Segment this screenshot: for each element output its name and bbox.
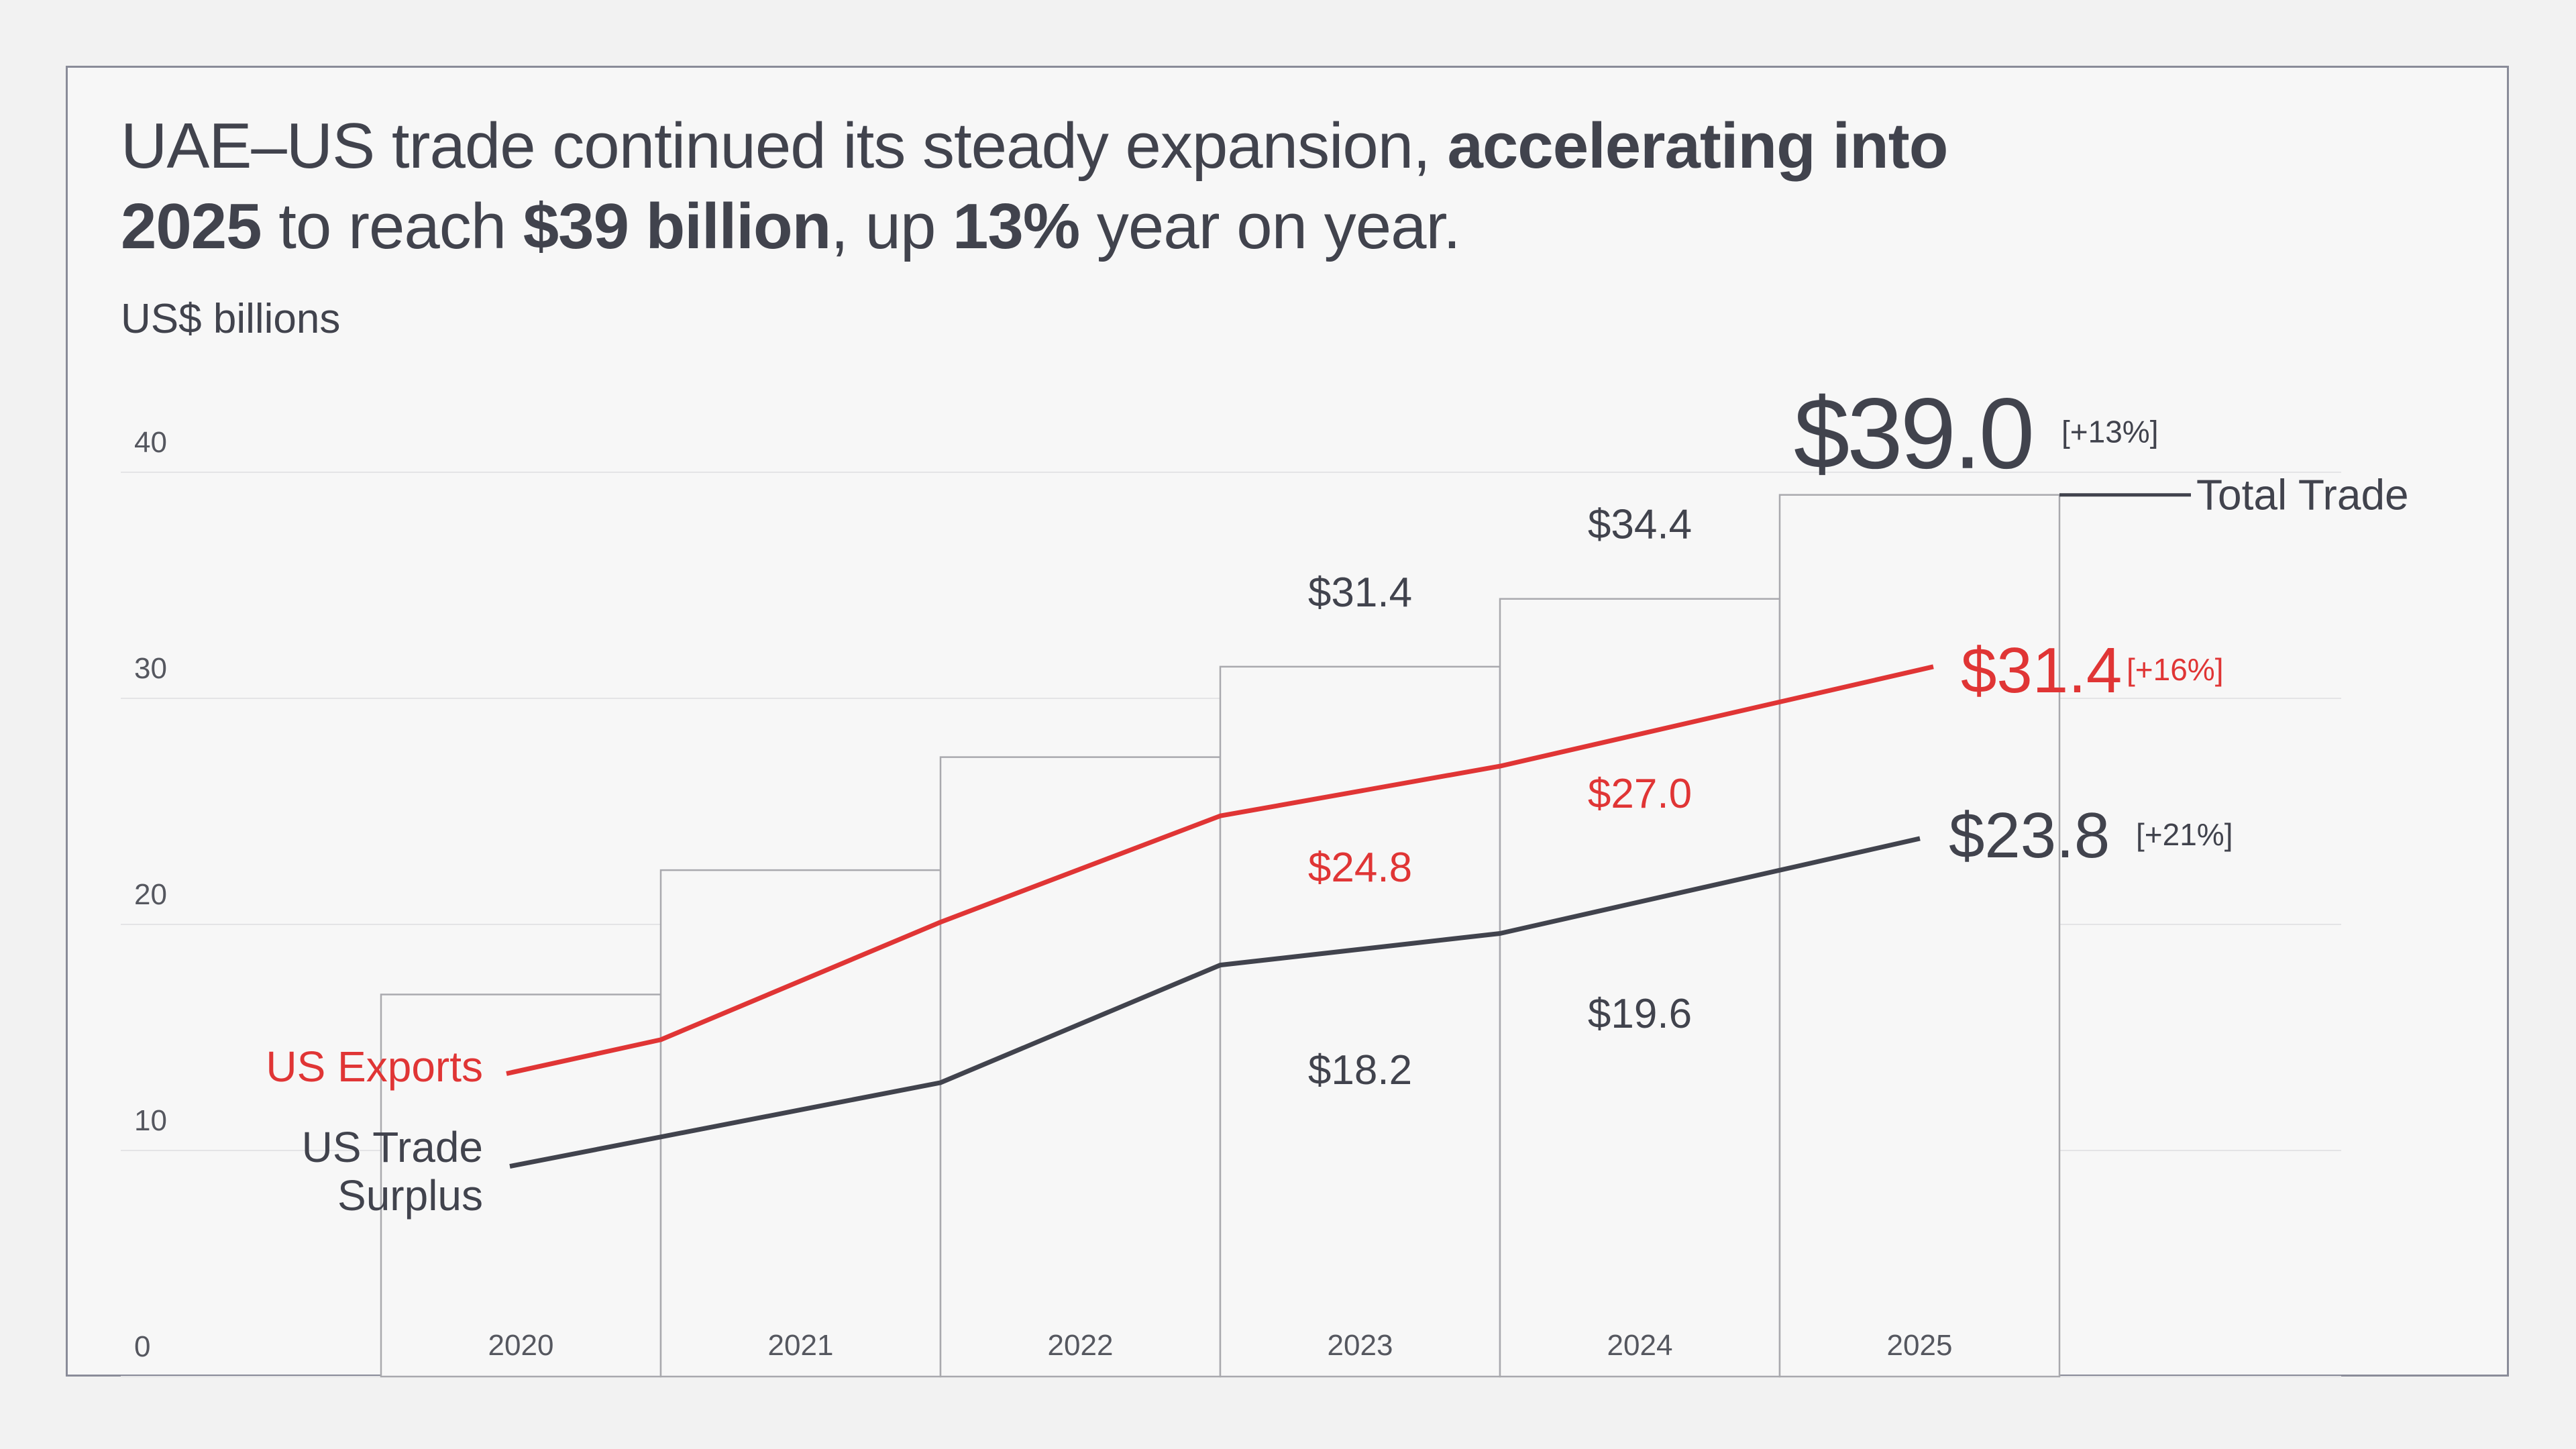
bar-total-trade-2021 <box>659 869 942 1378</box>
headline-text-1: UAE–US trade continued its steady expans… <box>121 110 1448 182</box>
headline-text-2: to reach <box>261 191 523 262</box>
bar-total-trade-2024 <box>1499 598 1781 1378</box>
data-label-exports-2023: $24.8 <box>1308 845 1412 891</box>
data-label-surplus-2024: $19.6 <box>1588 991 1692 1037</box>
data-label-total-2024: $34.4 <box>1588 502 1692 548</box>
legend-label-total-trade: Total Trade <box>2196 471 2409 519</box>
legend-label-us-exports: US Exports <box>266 1042 483 1091</box>
bar-total-trade-2023 <box>1219 665 1501 1378</box>
data-label-surplus-2025: $23.8 <box>1949 800 2110 871</box>
y-axis-unit-label: US$ billions <box>121 296 341 342</box>
headline-bold-1: accelerating into 2025 <box>121 110 1948 262</box>
x-tick-label-2022: 2022 <box>1048 1329 1114 1362</box>
headline-text-4: year on year. <box>1079 191 1461 262</box>
x-tick-label-2021: 2021 <box>768 1329 834 1362</box>
legend-label-us-trade-surplus-line1: US Trade <box>302 1123 483 1171</box>
bar-total-trade-2025 <box>1778 494 2061 1378</box>
x-tick-label-2025: 2025 <box>1887 1329 1953 1362</box>
bar-total-trade-2022 <box>939 756 1222 1378</box>
x-tick-label-2023: 2023 <box>1328 1329 1393 1362</box>
y-tick-label-20: 20 <box>134 878 167 911</box>
data-label-total-2023: $31.4 <box>1308 570 1412 616</box>
x-tick-label-2020: 2020 <box>488 1329 554 1362</box>
headline-text-3: , up <box>830 191 953 262</box>
chart-headline: UAE–US trade continued its steady expans… <box>121 106 2066 267</box>
change-label-exports: [+16%] <box>2127 652 2224 687</box>
bar-total-trade-2020 <box>380 994 662 1378</box>
x-tick-label-2024: 2024 <box>1607 1329 1673 1362</box>
y-tick-label-30: 30 <box>134 652 167 685</box>
line-us-trade-surplus <box>509 836 1921 1169</box>
change-label-total: [+13%] <box>2061 415 2159 449</box>
line-us-exports <box>506 664 1934 1076</box>
y-tick-label-40: 40 <box>134 426 167 459</box>
headline-bold-3: 13% <box>953 191 1080 262</box>
legend-label-us-trade-surplus-line2: Surplus <box>337 1171 483 1220</box>
y-tick-label-0: 0 <box>134 1330 150 1363</box>
headline-bold-2: $39 billion <box>523 191 831 262</box>
data-label-surplus-2023: $18.2 <box>1308 1047 1412 1093</box>
data-label-total-2025: $39.0 <box>1794 377 2032 490</box>
change-label-surplus: [+21%] <box>2136 817 2233 852</box>
data-label-exports-2024: $27.0 <box>1588 771 1692 817</box>
y-tick-label-10: 10 <box>134 1104 167 1137</box>
data-label-exports-2025: $31.4 <box>1961 635 2122 706</box>
